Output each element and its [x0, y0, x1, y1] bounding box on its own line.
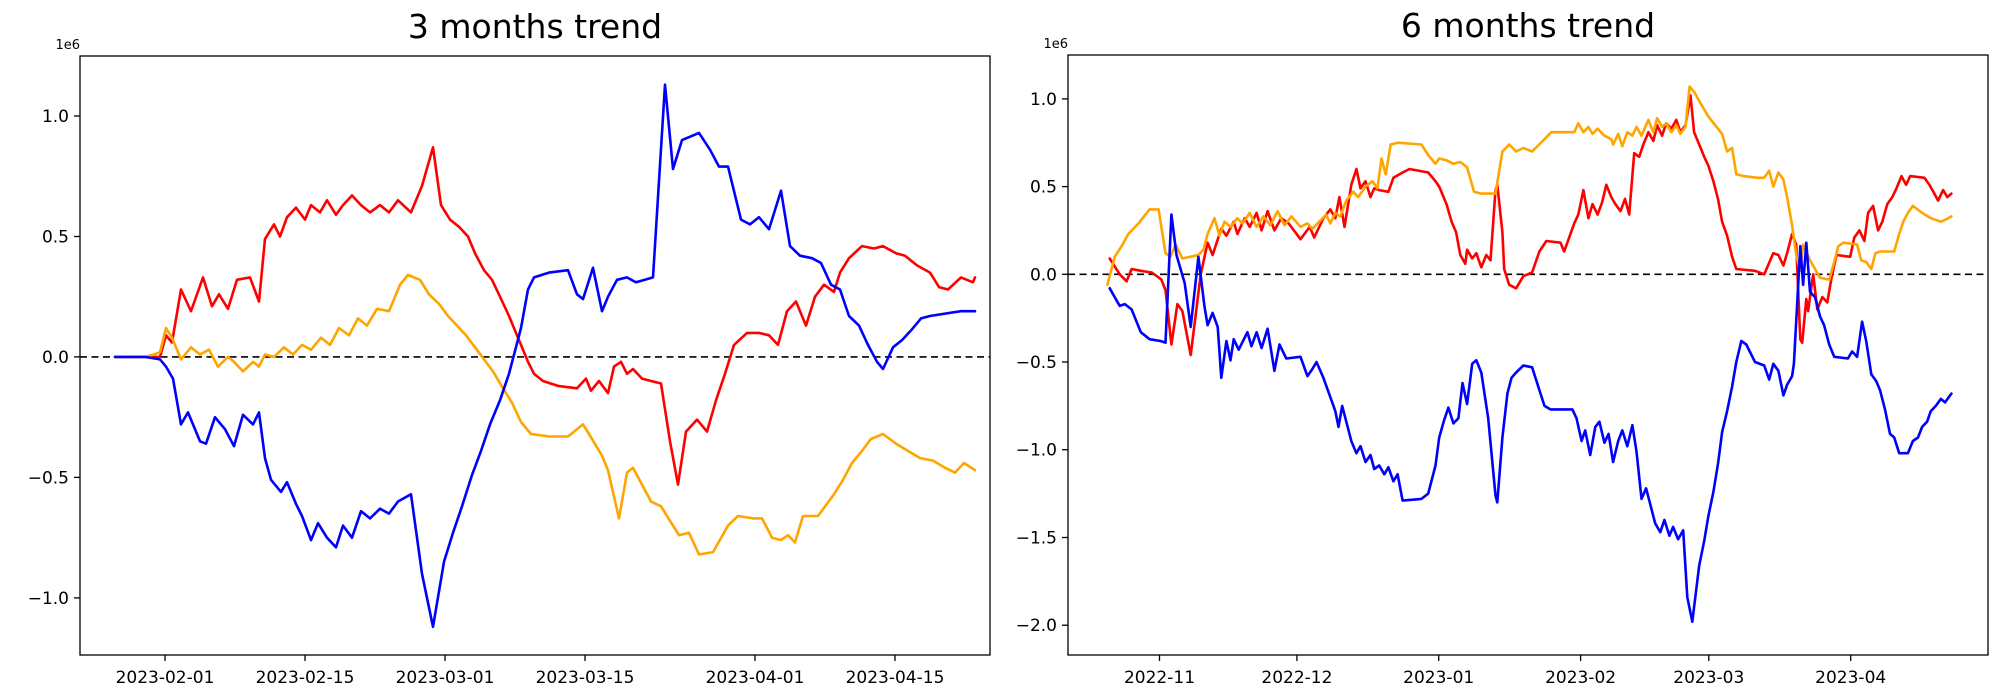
- chart-title-3-months: 3 months trend: [408, 7, 662, 46]
- series-line-red: [1108, 94, 1953, 357]
- x-tick-label: 2022-12: [1261, 668, 1332, 688]
- y-tick-label: 0.0: [1030, 265, 1057, 285]
- x-tick-label: 2023-03: [1673, 668, 1744, 688]
- y-tick-label: −1.0: [1016, 441, 1057, 461]
- series-line-orange: [1106, 85, 1953, 287]
- axes-left: 2023-02-01 2023-02-15 2023-03-01 2023-03-15…: [28, 55, 991, 688]
- y-tick-label: 0.0: [42, 348, 69, 368]
- x-tick-label: 2023-04-15: [846, 668, 945, 688]
- y-tick-label: 1.0: [42, 107, 69, 127]
- y-axis-offset-label-right: 1e6: [1043, 37, 1068, 52]
- series-line-red: [113, 146, 977, 486]
- chart-title-6-months: 6 months trend: [1401, 6, 1655, 45]
- y-tick-label: −0.5: [28, 468, 69, 488]
- x-tick-label: 2023-02-15: [256, 668, 355, 688]
- series-line-blue: [1108, 213, 1953, 624]
- x-tick-label: 2023-02-01: [116, 668, 215, 688]
- y-tick-label: −0.5: [1016, 353, 1057, 373]
- y-tick-label: 0.5: [42, 228, 69, 248]
- x-tick-label: 2023-02: [1545, 668, 1616, 688]
- y-tick-label: −2.0: [1016, 616, 1057, 636]
- axes-frame: [1067, 54, 1989, 656]
- series-line-blue: [113, 83, 977, 629]
- y-tick-label: 1.0: [1030, 90, 1057, 110]
- x-tick-label: 2023-04: [1815, 668, 1886, 688]
- x-tick-label: 2023-03-15: [536, 668, 635, 688]
- y-tick-label: −1.5: [1016, 529, 1057, 549]
- x-tick-label: 2022-11: [1124, 668, 1195, 688]
- x-tick-label: 2023-03-01: [396, 668, 495, 688]
- y-tick-label: 0.5: [1030, 178, 1057, 198]
- y-axis-offset-label-left: 1e6: [55, 38, 80, 53]
- axes-right: 2022-11 2022-12 2023-01 2023-02 2023-03 2023-…: [1016, 54, 1989, 688]
- axes-frame: [79, 55, 991, 656]
- x-tick-label: 2023-04-01: [706, 668, 805, 688]
- y-tick-label: −1.0: [28, 589, 69, 609]
- series-line-orange: [113, 273, 977, 556]
- x-tick-label: 2023-01: [1403, 668, 1474, 688]
